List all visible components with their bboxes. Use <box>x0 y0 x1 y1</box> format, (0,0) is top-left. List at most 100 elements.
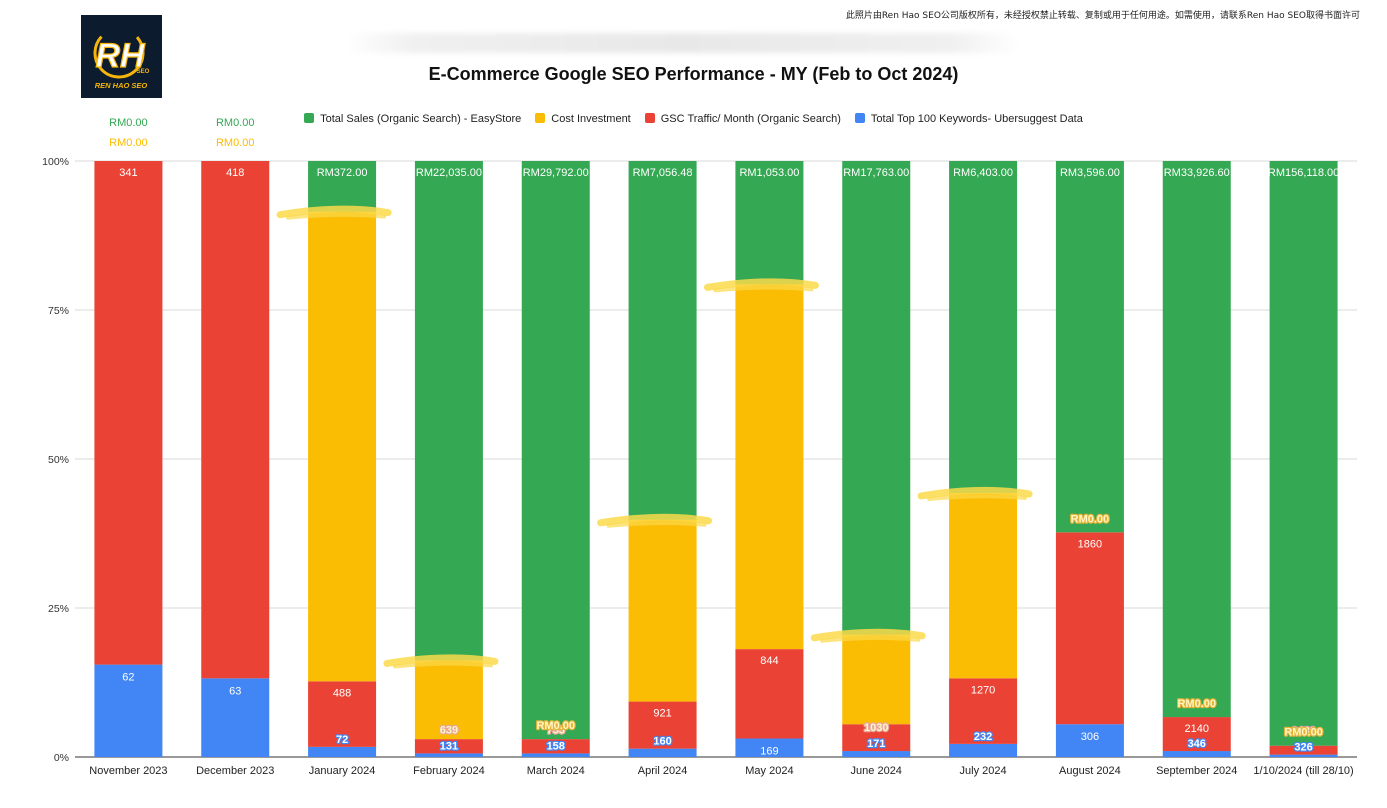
legend-item-keywords: Total Top 100 Keywords- Ubersuggest Data <box>854 113 1083 125</box>
data-label: 232 <box>974 731 992 743</box>
data-label: RM22,035.00 <box>416 167 482 179</box>
chart-legend: Total Sales (Organic Search) - EasyStore… <box>0 113 1387 125</box>
data-label: RM3,596.00 <box>1060 167 1120 179</box>
bar-cost <box>949 492 1018 679</box>
bar-traffic <box>1055 532 1124 725</box>
data-label: 63 <box>229 685 241 697</box>
bar-traffic <box>842 724 911 752</box>
data-label: RM0.00 <box>216 117 255 129</box>
bar-keywords <box>201 678 270 757</box>
legend-swatch-traffic <box>644 113 655 123</box>
bar-traffic <box>949 678 1018 744</box>
bar-traffic <box>308 681 377 747</box>
data-label: RM0.00 <box>1284 727 1323 739</box>
legend-swatch-sales <box>304 113 315 123</box>
bar-keywords <box>1162 751 1231 757</box>
highlight-marks <box>276 205 1033 669</box>
bar-traffic <box>735 649 804 739</box>
bar-keywords <box>735 738 804 757</box>
y-tick-label: 100% <box>42 156 69 168</box>
data-label: 171 <box>867 738 885 750</box>
legend-item-cost: Cost Investment <box>535 113 631 125</box>
data-label: RM17,763.00 <box>843 167 909 179</box>
data-label: 169 <box>760 746 778 758</box>
bar-traffic <box>414 739 483 754</box>
legend-swatch-keywords <box>854 113 865 123</box>
data-labels: 62 341 RM0.00 RM0.00 63 418 RM0.00 RM0.00 72 488 R… <box>109 117 1339 758</box>
logo-text: REN HAO SEO <box>95 81 148 90</box>
data-label: RM0.00 <box>109 117 148 129</box>
x-tick-label: November 2023 <box>89 765 167 777</box>
bar-traffic <box>628 701 697 749</box>
data-label: RM0.00 <box>1177 698 1216 710</box>
chart-title: E-Commerce Google SEO Performance - MY (… <box>428 64 959 84</box>
gridlines <box>75 160 1357 758</box>
highlight-stroke <box>703 278 819 291</box>
x-tick-label: 1/10/2024 (till 28/10) <box>1253 765 1353 777</box>
data-label: RM372.00 <box>317 167 368 179</box>
x-tick-label: May 2024 <box>745 765 793 777</box>
data-label: 1860 <box>1078 538 1102 550</box>
x-tick-label: March 2024 <box>527 765 585 777</box>
legend-swatch-cost <box>535 113 546 123</box>
bar-cost <box>628 519 697 702</box>
y-tick-label: 0% <box>54 752 69 764</box>
highlight-stroke <box>276 205 392 219</box>
data-label: RM29,792.00 <box>523 167 589 179</box>
x-tick-label: July 2024 <box>960 765 1007 777</box>
highlight-stroke <box>392 661 493 669</box>
bar-cost <box>735 284 804 650</box>
data-label: 158 <box>547 740 565 752</box>
bar-traffic <box>94 161 163 665</box>
x-tick-label: April 2024 <box>638 765 688 777</box>
data-label: 131 <box>440 740 458 752</box>
bar-keywords <box>842 751 911 757</box>
bar-cost <box>842 634 911 725</box>
data-label: 1030 <box>864 722 888 734</box>
highlight-stroke <box>713 285 814 293</box>
highlight-stroke <box>927 494 1028 501</box>
data-label: RM0.00 <box>536 720 575 732</box>
copyright-notice: 此照片由Ren Hao SEO公司版权所有，未经授权禁止转载、复制或用于任何用途… <box>845 11 1360 21</box>
data-label: 62 <box>122 672 134 684</box>
bar-sales <box>842 161 911 635</box>
data-label: 2140 <box>1185 723 1209 735</box>
legend-item-traffic: GSC Traffic/ Month (Organic Search) <box>644 113 841 125</box>
bar-sales <box>735 161 804 285</box>
bar-sales <box>308 161 377 212</box>
y-tick-label: 75% <box>48 305 69 317</box>
bar-keywords <box>94 664 163 757</box>
highlight-stroke <box>917 486 1033 500</box>
bar-traffic <box>201 161 270 679</box>
legend-item-sales: Total Sales (Organic Search) - EasyStore <box>304 113 521 125</box>
data-label: 488 <box>333 687 351 699</box>
highlight-stroke <box>810 628 926 642</box>
highlight-stroke <box>286 212 387 220</box>
data-label: 306 <box>1081 731 1099 743</box>
highlight-stroke <box>383 654 499 667</box>
bar-keywords <box>414 753 483 757</box>
y-tick-label: 25% <box>48 603 69 615</box>
data-label: 2430 <box>1291 726 1315 738</box>
x-tick-label: August 2024 <box>1059 765 1121 777</box>
data-label: RM0.00 <box>216 137 255 149</box>
axes: 0% 25% 50% 75% 100% November 2023 December 202… <box>42 156 1354 777</box>
bar-cost <box>308 211 377 682</box>
bar-sales <box>521 161 590 740</box>
data-label: 72 <box>336 734 348 746</box>
logo: RH SEO REN HAO SEO <box>81 15 162 98</box>
x-tick-label: February 2024 <box>413 765 485 777</box>
logo-monogram: RH <box>95 37 146 75</box>
bar-keywords <box>308 746 377 757</box>
bar-traffic <box>521 739 590 754</box>
legend-label-sales: Total Sales (Organic Search) - EasyStore <box>320 113 522 125</box>
data-label: 346 <box>1188 738 1206 750</box>
data-label: 160 <box>653 736 671 748</box>
bar-keywords <box>949 743 1018 757</box>
data-label: RM156,118.00 <box>1268 167 1339 179</box>
legend-label-cost: Cost Investment <box>551 113 631 125</box>
bar-traffic <box>1162 717 1231 752</box>
data-label: RM0.00 <box>1071 513 1110 525</box>
bar-sales <box>1269 161 1338 746</box>
